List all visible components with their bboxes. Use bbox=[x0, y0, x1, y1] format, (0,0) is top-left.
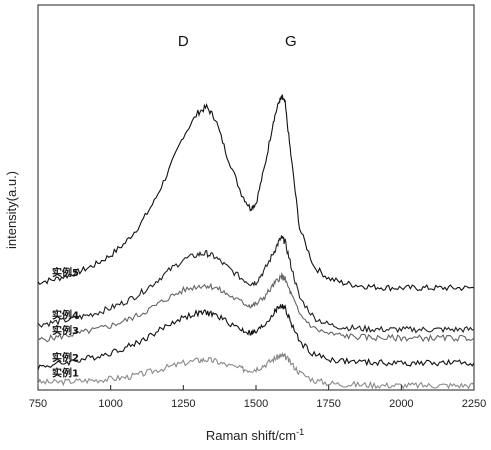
series-line bbox=[37, 351, 475, 390]
series-label: 实例1 bbox=[52, 366, 79, 379]
series-layer bbox=[37, 94, 475, 390]
x-axis-ticks: 750 1000 1250 1500 1750 2000 2250 bbox=[29, 385, 486, 410]
series-line bbox=[37, 271, 475, 343]
x-tick-label: 1000 bbox=[98, 398, 122, 410]
series-label: 实例5 bbox=[52, 266, 79, 279]
x-tick-label: 1750 bbox=[316, 398, 340, 410]
x-tick-label: 1500 bbox=[244, 398, 268, 410]
series-line bbox=[37, 303, 475, 370]
peak-annotation: G bbox=[285, 33, 297, 50]
x-axis-title: Raman shift/cm-1 bbox=[206, 427, 304, 443]
series-line bbox=[37, 94, 475, 292]
x-tick-label: 2000 bbox=[389, 398, 413, 410]
y-axis-title: intensity(a.u.) bbox=[4, 171, 19, 249]
x-axis-title-superscript: -1 bbox=[296, 427, 304, 437]
x-axis-title-text: Raman shift/cm bbox=[206, 428, 296, 443]
x-tick-label: 2250 bbox=[462, 398, 486, 410]
series-label: 实例2 bbox=[52, 351, 79, 364]
peak-annotation: D bbox=[178, 33, 189, 50]
series-label: 实例3 bbox=[52, 324, 79, 337]
x-tick-label: 1250 bbox=[171, 398, 195, 410]
series-label: 实例4 bbox=[52, 309, 79, 322]
x-tick-label: 750 bbox=[29, 398, 47, 410]
series-labels: 实例1 实例2 实例3 实例4 实例5 bbox=[52, 266, 79, 379]
series-line bbox=[37, 234, 475, 334]
